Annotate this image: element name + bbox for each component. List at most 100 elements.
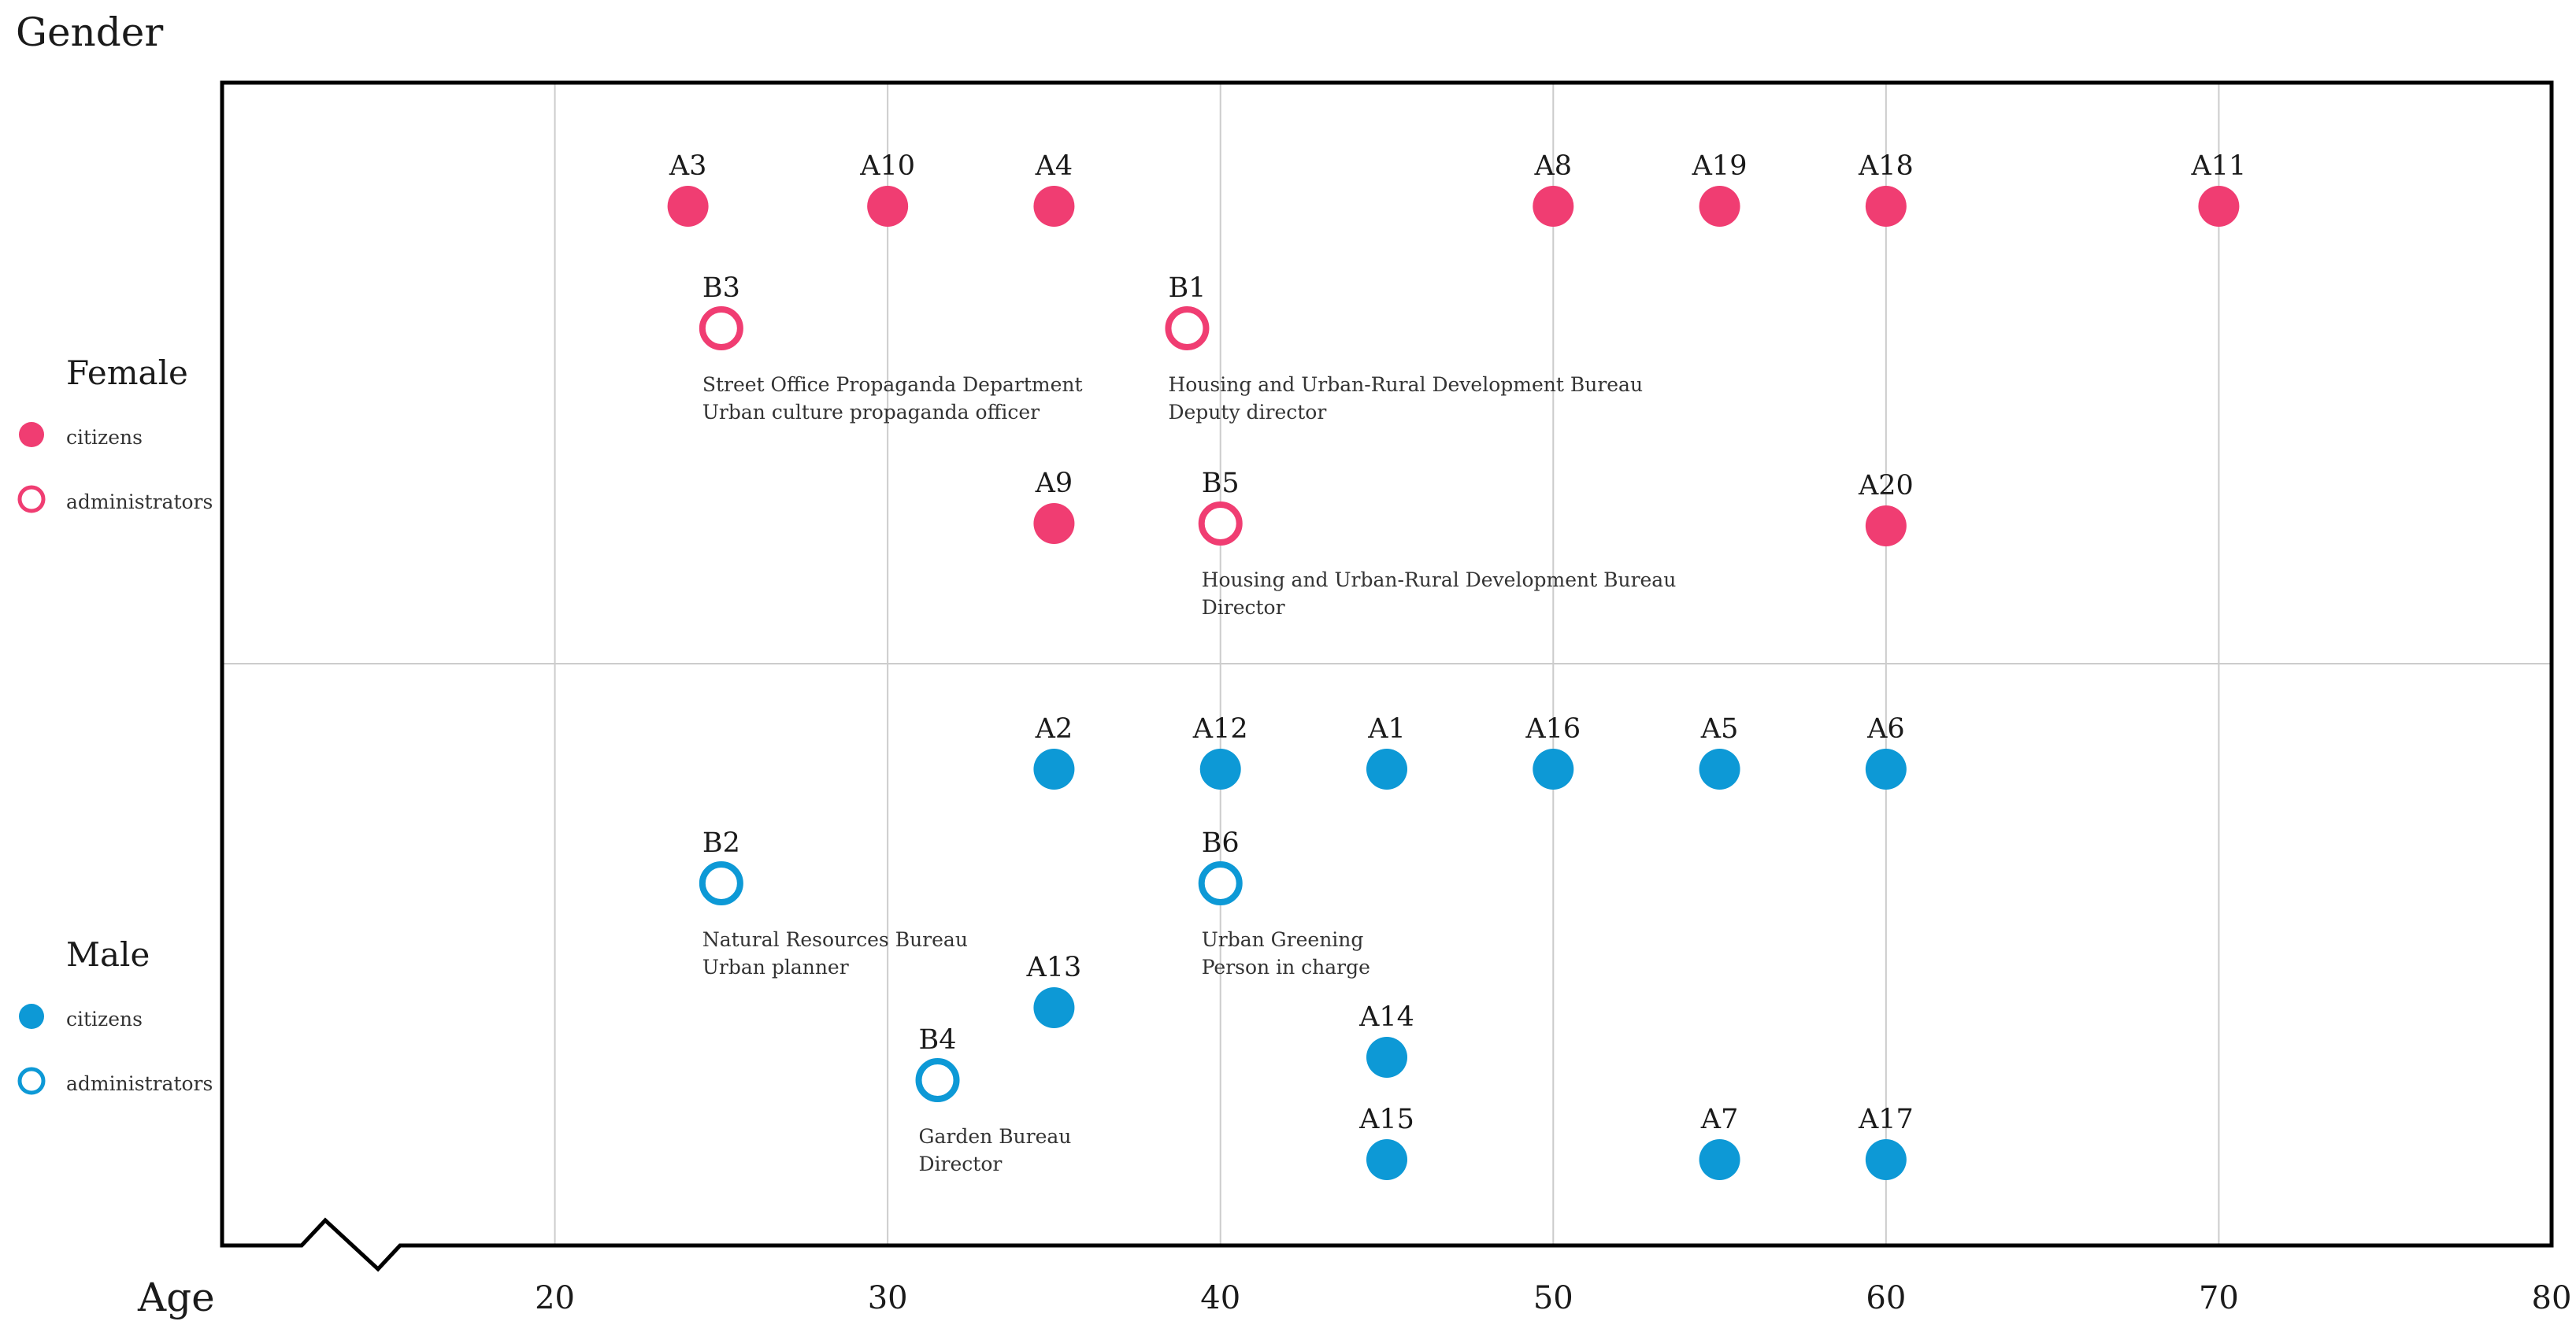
- point-label: A19: [1692, 150, 1748, 182]
- point-label: B1: [1168, 272, 1206, 304]
- marker-filled: [1533, 186, 1574, 227]
- marker-filled: [1533, 749, 1574, 790]
- point-label: A13: [1026, 952, 1082, 983]
- marker-hollow: [915, 1058, 960, 1102]
- marker-filled: [1865, 186, 1907, 227]
- marker-filled: [1366, 1037, 1407, 1078]
- point-a4: A4: [1033, 150, 1075, 227]
- point-a3: A3: [667, 150, 709, 227]
- x-tick-70: 70: [2199, 1280, 2239, 1316]
- marker-filled: [1865, 749, 1907, 790]
- point-note-line: Urban planner: [702, 956, 849, 979]
- legend-group-male: Male citizens administrators: [17, 935, 213, 1095]
- point-label: A10: [859, 150, 915, 182]
- point-a16: A16: [1525, 713, 1581, 790]
- point-label: A12: [1192, 713, 1248, 745]
- x-tick-40: 40: [1200, 1280, 1240, 1316]
- x-tick-60: 60: [1866, 1280, 1906, 1316]
- marker-filled: [1699, 186, 1740, 227]
- point-note-line: Housing and Urban-Rural Development Bure…: [1168, 373, 1643, 396]
- point-label: B2: [702, 827, 740, 859]
- marker-filled: [1865, 505, 1907, 546]
- point-label: A1: [1367, 713, 1406, 745]
- point-label: B4: [919, 1024, 957, 1056]
- data-points: A3 A10 A4 A8 A19 A18 A11 B3 Street Office Propag…: [667, 150, 2247, 1180]
- point-note-line: Housing and Urban-Rural Development Bure…: [1202, 568, 1677, 591]
- point-label: B5: [1202, 468, 1240, 499]
- point-note-line: Garden Bureau: [919, 1125, 1072, 1148]
- point-a18: A18: [1858, 150, 1914, 227]
- marker-filled: [1699, 749, 1740, 790]
- point-label: A7: [1700, 1104, 1739, 1135]
- legend-label-citizens: citizens: [66, 1008, 143, 1031]
- marker-filled: [2198, 186, 2240, 227]
- point-note-line: Person in charge: [1202, 956, 1370, 979]
- point-label: A4: [1035, 150, 1073, 182]
- x-tick-50: 50: [1533, 1280, 1573, 1316]
- legend-label-administrators: administrators: [66, 1072, 213, 1095]
- marker-filled: [1033, 749, 1075, 790]
- marker-filled: [1033, 503, 1075, 544]
- point-a19: A19: [1692, 150, 1748, 227]
- point-note-line: Street Office Propaganda Department: [702, 373, 1083, 396]
- point-a5: A5: [1699, 713, 1740, 790]
- point-note-line: Deputy director: [1168, 401, 1326, 424]
- legend-marker-citizens: [19, 422, 44, 447]
- x-tick-20: 20: [535, 1280, 575, 1316]
- point-label: A17: [1858, 1104, 1914, 1135]
- point-label: A3: [669, 150, 707, 182]
- point-a20: A20: [1858, 470, 1914, 546]
- x-axis-title: Age: [137, 1275, 215, 1320]
- plot-border-with-axis-break: [220, 80, 2554, 1272]
- legend-label-administrators: administrators: [66, 490, 213, 513]
- point-a13: A13: [1026, 952, 1082, 1028]
- point-b1: B1 Housing and Urban-Rural Development Bu…: [1165, 272, 1643, 424]
- point-a12: A12: [1192, 713, 1248, 790]
- point-a8: A8: [1533, 150, 1574, 227]
- marker-filled: [667, 186, 709, 227]
- marker-filled: [1199, 749, 1241, 790]
- x-tick-80: 80: [2532, 1280, 2572, 1316]
- legend-marker-citizens: [19, 1004, 44, 1029]
- point-a9: A9: [1033, 468, 1075, 544]
- legend-marker-administrators: [17, 1067, 46, 1095]
- point-b4: B4 Garden Bureau Director: [915, 1024, 1072, 1175]
- point-label: A20: [1858, 470, 1914, 501]
- point-b6: B6 Urban Greening Person in charge: [1198, 827, 1370, 979]
- legend-label-citizens: citizens: [66, 426, 143, 449]
- point-a15: A15: [1358, 1104, 1414, 1180]
- point-note-line: Director: [1202, 596, 1285, 619]
- point-label: A16: [1525, 713, 1581, 745]
- point-a2: A2: [1033, 713, 1075, 790]
- marker-filled: [1033, 987, 1075, 1028]
- legend-title: Female: [66, 353, 188, 392]
- point-label: A2: [1035, 713, 1073, 745]
- point-note-line: Natural Resources Bureau: [702, 928, 968, 951]
- marker-hollow: [1198, 861, 1243, 905]
- point-label: A11: [2191, 150, 2247, 182]
- marker-filled: [1033, 186, 1075, 227]
- point-a14: A14: [1358, 1001, 1414, 1078]
- point-label: A18: [1858, 150, 1914, 182]
- point-label: A8: [1534, 150, 1573, 182]
- grid-lines: [222, 83, 2552, 1245]
- point-b2: B2 Natural Resources Bureau Urban planner: [699, 827, 968, 979]
- legend-group-female: Female citizens administrators: [17, 353, 213, 513]
- point-note-line: Urban culture propaganda officer: [702, 401, 1040, 424]
- legend-title: Male: [66, 935, 150, 974]
- marker-hollow: [1198, 501, 1243, 546]
- x-tick-labels: 20 30 40 50 60 70 80: [535, 1280, 2571, 1316]
- x-tick-30: 30: [868, 1280, 908, 1316]
- marker-filled: [1699, 1139, 1740, 1180]
- point-a10: A10: [859, 150, 915, 227]
- point-label: A5: [1700, 713, 1739, 745]
- marker-filled: [1366, 749, 1407, 790]
- point-label: B3: [702, 272, 740, 304]
- point-a17: A17: [1858, 1104, 1914, 1180]
- point-label: B6: [1202, 827, 1240, 859]
- point-a1: A1: [1366, 713, 1407, 790]
- marker-filled: [867, 186, 909, 227]
- legend: Female citizens administrators Male citizens…: [17, 353, 213, 1095]
- marker-filled: [1366, 1139, 1407, 1180]
